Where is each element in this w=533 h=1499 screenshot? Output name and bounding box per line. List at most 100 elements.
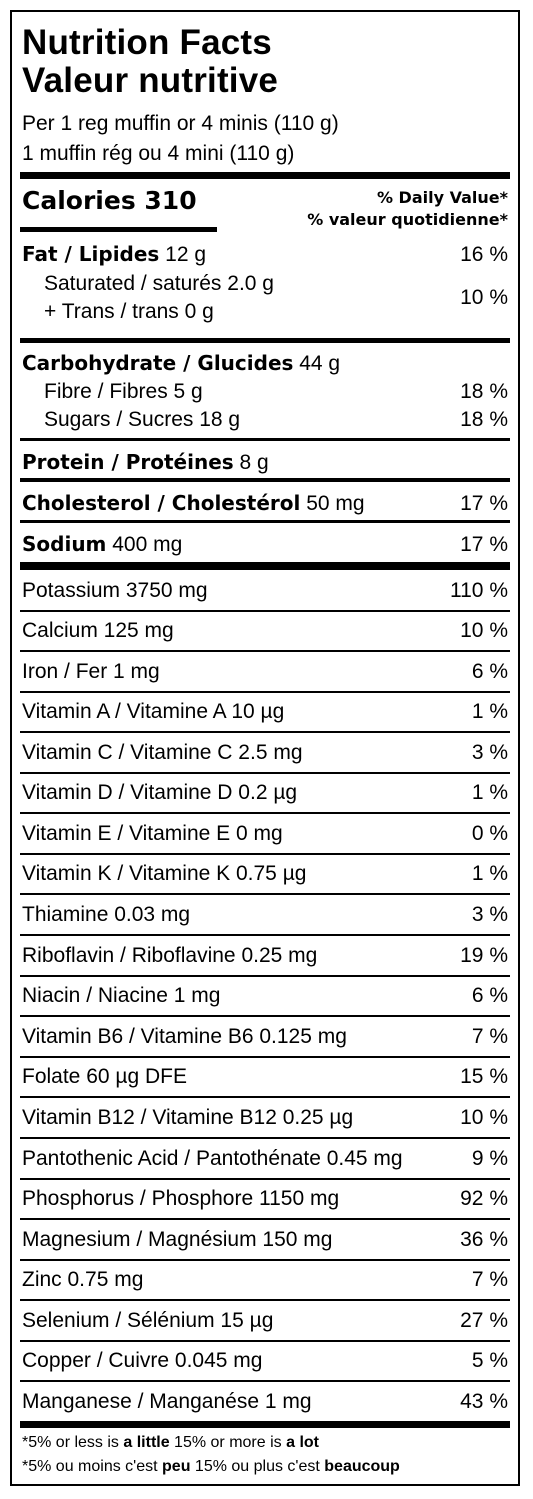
saturated-trans-row: Saturated / saturés 2.0 g + Trans / tran…	[22, 270, 508, 326]
micro-row: Pantothenic Acid / Pantothénate 0.45 mg 9…	[22, 1146, 508, 1172]
sodium-row: Sodium 400 mg 17 %	[22, 531, 508, 558]
micro-percent: 1 %	[471, 862, 508, 885]
label-inner: Nutrition Facts Valeur nutritive Per 1 r…	[20, 12, 510, 1484]
micro-label: Vitamin A / Vitamine A 10 µg	[22, 700, 285, 723]
micro-row: Zinc 0.75 mg 7 %	[22, 1267, 508, 1293]
micro-percent: 1 %	[471, 700, 508, 723]
footnote-english: *5% or less is a little 15% or more is a…	[22, 1432, 319, 1454]
micro-row: Riboflavin / Riboflavine 0.25 mg 19 %	[22, 943, 508, 969]
divider-line	[20, 1380, 510, 1382]
footnote-fr-part-a: *5% ou moins c'est	[22, 1458, 163, 1475]
micro-row: Thiamine 0.03 mg 3 %	[22, 902, 508, 928]
micro-percent: 110 %	[450, 579, 508, 602]
micro-label: Niacin / Niacine 1 mg	[22, 984, 221, 1007]
footnote-en-part-b: a little	[123, 1434, 170, 1451]
micro-percent: 92 %	[460, 1187, 508, 1210]
carbohydrate-label: Carbohydrate / Glucides	[22, 351, 294, 375]
micro-row: Magnesium / Magnésium 150 mg 36 %	[22, 1227, 508, 1253]
micro-row: Vitamin A / Vitamine A 10 µg 1 %	[22, 699, 508, 725]
thick-divider-micros	[20, 562, 510, 570]
serving-size-french: 1 muffin rég ou 4 mini (110 g)	[22, 142, 295, 165]
micro-label: Magnesium / Magnésium 150 mg	[22, 1228, 333, 1251]
micro-row: Folate 60 µg DFE 15 %	[22, 1064, 508, 1090]
protein-row: Protein / Protéines 8 g	[22, 449, 508, 476]
fat-percent: 16 %	[460, 242, 508, 266]
saturated-label: Saturated / saturés 2.0 g	[44, 272, 274, 295]
micro-percent: 7 %	[471, 1268, 508, 1291]
title-english: Nutrition Facts	[22, 23, 272, 62]
divider-line	[20, 1056, 510, 1058]
divider-cholesterol	[20, 520, 510, 523]
micro-percent: 27 %	[460, 1309, 508, 1332]
divider-line	[20, 934, 510, 936]
divider-line	[20, 691, 510, 693]
cholesterol-percent: 17 %	[460, 491, 508, 515]
micro-label: Copper / Cuivre 0.045 mg	[22, 1349, 263, 1372]
divider-line	[20, 1299, 510, 1301]
micro-row: Phosphorus / Phosphore 1150 mg 92 %	[22, 1186, 508, 1212]
cholesterol-row: Cholesterol / Cholestérol 50 mg 17 %	[22, 490, 508, 517]
fibre-label: Fibre / Fibres 5 g	[44, 380, 203, 403]
cholesterol-amount: 50 mg	[300, 492, 365, 515]
micro-label: Vitamin K / Vitamine K 0.75 µg	[22, 862, 307, 885]
micro-percent: 36 %	[460, 1228, 508, 1251]
micro-row: Calcium 125 mg 10 %	[22, 618, 508, 644]
divider-line	[20, 893, 510, 895]
micro-percent: 43 %	[460, 1390, 508, 1413]
fat-row: Fat / Lipides 12 g 16 %	[22, 241, 508, 268]
calories: Calories 310	[22, 186, 197, 215]
micro-label: Vitamin E / Vitamine E 0 mg	[22, 822, 283, 845]
divider-line	[20, 772, 510, 774]
micro-row: Vitamin C / Vitamine C 2.5 mg 3 %	[22, 740, 508, 766]
micro-label: Thiamine 0.03 mg	[22, 903, 191, 926]
saturated-trans-percent: 10 %	[460, 286, 508, 309]
divider-line	[20, 650, 510, 652]
micro-row: Vitamin D / Vitamine D 0.2 µg 1 %	[22, 780, 508, 806]
micro-row: Vitamin E / Vitamine E 0 mg 0 %	[22, 821, 508, 847]
micro-row: Copper / Cuivre 0.045 mg 5 %	[22, 1348, 508, 1374]
micro-row: Manganese / Manganése 1 mg 43 %	[22, 1389, 508, 1415]
micro-percent: 1 %	[471, 781, 508, 804]
micro-label: Manganese / Manganése 1 mg	[22, 1390, 312, 1413]
micro-row: Iron / Fer 1 mg 6 %	[22, 659, 508, 685]
micro-label: Vitamin B6 / Vitamine B6 0.125 mg	[22, 1025, 347, 1048]
micro-percent: 3 %	[471, 741, 508, 764]
micro-row: Vitamin K / Vitamine K 0.75 µg 1 %	[22, 861, 508, 887]
footnote-fr-part-c: 15% ou plus c'est	[190, 1458, 325, 1475]
footnote-en-part-a: *5% or less is	[22, 1434, 124, 1451]
trans-label: + Trans / trans 0 g	[44, 300, 214, 323]
sodium-percent: 17 %	[460, 532, 508, 556]
calories-underline	[20, 227, 217, 232]
daily-value-header-english: % Daily Value*	[376, 188, 508, 207]
divider-carbohydrate	[20, 438, 510, 441]
divider-line	[20, 1218, 510, 1220]
divider-line	[20, 1178, 510, 1180]
carbohydrate-row: Carbohydrate / Glucides 44 g	[22, 350, 508, 377]
micro-label: Riboflavin / Riboflavine 0.25 mg	[22, 944, 318, 967]
micro-row: Vitamin B12 / Vitamine B12 0.25 µg 10 %	[22, 1105, 508, 1131]
divider-line	[20, 1137, 510, 1139]
micro-percent: 5 %	[471, 1349, 508, 1372]
micro-label: Folate 60 µg DFE	[22, 1065, 188, 1088]
divider-line	[20, 853, 510, 855]
footnote-en-part-c: 15% or more is	[169, 1434, 287, 1451]
micro-label: Vitamin D / Vitamine D 0.2 µg	[22, 781, 298, 804]
micro-label: Vitamin C / Vitamine C 2.5 mg	[22, 741, 303, 764]
protein-amount: 8 g	[233, 451, 269, 474]
micro-label: Selenium / Sélénium 15 µg	[22, 1309, 274, 1332]
fat-label: Fat / Lipides	[22, 242, 160, 266]
footnote-en-part-d: a lot	[286, 1434, 319, 1451]
micro-percent: 10 %	[460, 619, 508, 642]
sugars-row: Sugars / Sucres 18 g 18 %	[22, 407, 508, 433]
micro-percent: 15 %	[460, 1065, 508, 1088]
sugars-label: Sugars / Sucres 18 g	[44, 408, 241, 431]
serving-size-english: Per 1 reg muffin or 4 minis (110 g)	[22, 112, 339, 135]
footnote-fr-part-b: peu	[162, 1458, 191, 1475]
fat-amount: 12 g	[159, 243, 207, 266]
thick-divider-top	[20, 172, 510, 179]
divider-line	[20, 975, 510, 977]
thick-divider-bottom	[20, 1421, 510, 1428]
divider-line	[20, 1015, 510, 1017]
sodium-label: Sodium	[22, 532, 107, 556]
protein-label: Protein / Protéines	[22, 450, 234, 474]
